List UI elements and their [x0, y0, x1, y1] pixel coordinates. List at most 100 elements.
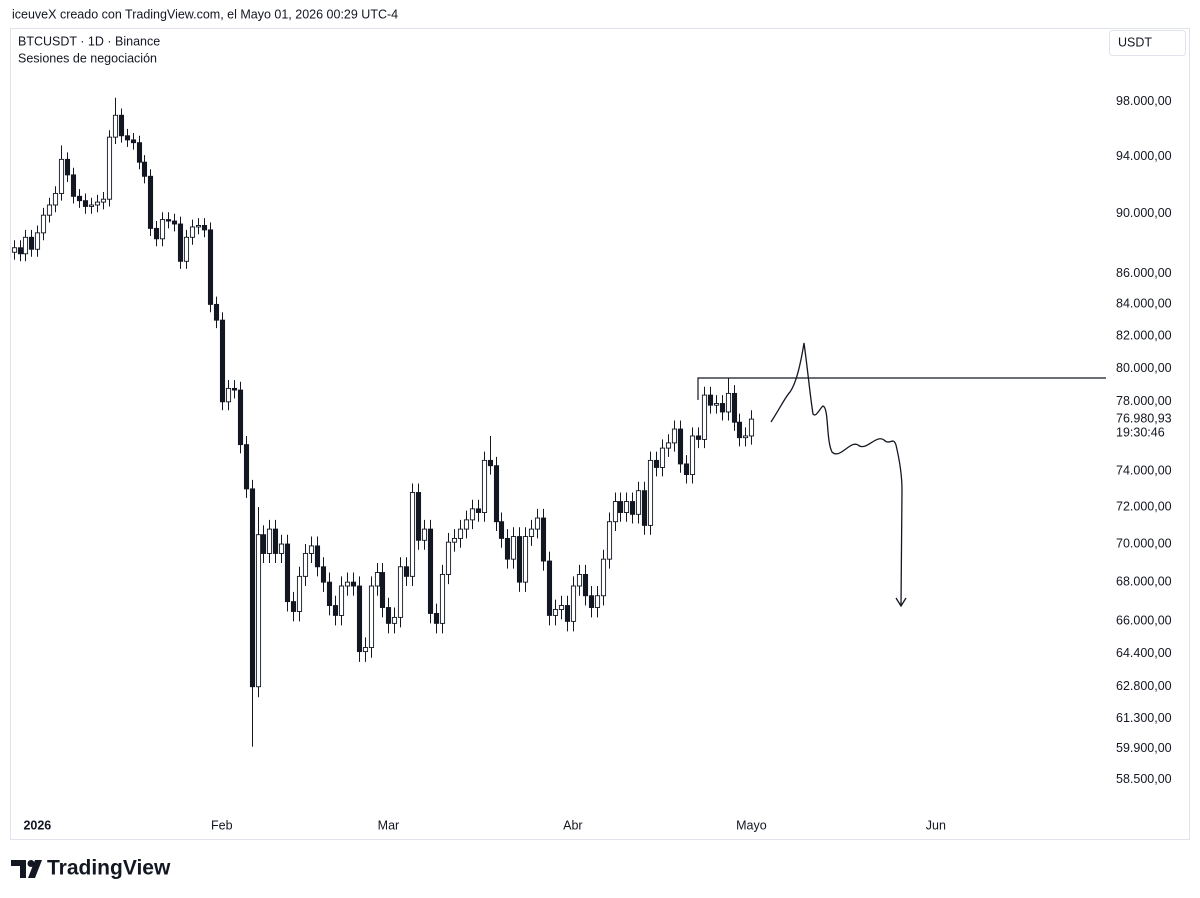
- candle-body: [362, 647, 369, 653]
- y-tick-label: 78.000,00: [1116, 394, 1172, 408]
- candle-body: [58, 158, 65, 194]
- candle-body: [701, 394, 708, 440]
- candle-body: [600, 558, 607, 597]
- candle-body: [516, 536, 523, 583]
- candle-body: [594, 595, 601, 608]
- candle-body: [260, 534, 267, 554]
- candle-body: [713, 403, 720, 406]
- candle-body: [635, 490, 642, 515]
- candle-body: [308, 545, 315, 554]
- candle-body: [695, 435, 702, 440]
- candle-body: [266, 528, 273, 554]
- candle-body: [463, 519, 470, 530]
- candle-body: [255, 534, 262, 688]
- candle-body: [124, 135, 131, 141]
- candle-body: [421, 528, 428, 541]
- y-tick-label: 90.000,00: [1116, 206, 1172, 220]
- candle-body: [576, 573, 583, 587]
- candle-body: [469, 508, 476, 521]
- logo-mark: [11, 860, 26, 878]
- candle-body: [296, 575, 303, 612]
- candle-body: [742, 435, 749, 439]
- candle-body: [243, 444, 250, 490]
- candle-body: [171, 220, 178, 225]
- candle-body: [141, 161, 148, 177]
- y-tick-label: 80.000,00: [1116, 361, 1172, 375]
- candle-body: [427, 528, 434, 614]
- candle-body: [487, 459, 494, 467]
- y-tick-label: 82.000,00: [1116, 328, 1172, 342]
- candle-body: [665, 442, 672, 449]
- candle-body: [481, 459, 488, 513]
- y-tick-label: 61.300,00: [1116, 711, 1172, 725]
- candle-body: [356, 585, 363, 653]
- candle-body: [46, 204, 53, 216]
- drawn-level: [697, 377, 1106, 400]
- candle-body: [510, 536, 517, 560]
- candle-body: [118, 114, 125, 137]
- x-tick-label: Feb: [211, 818, 233, 832]
- candle-body: [272, 528, 279, 554]
- candle-body: [332, 605, 339, 616]
- y-tick-label: 64.400,00: [1116, 646, 1172, 660]
- candle-body: [153, 227, 160, 240]
- candle-body: [385, 607, 392, 624]
- candle-body: [344, 581, 351, 587]
- candle-body: [237, 389, 244, 446]
- currency[interactable]: USDT: [1118, 35, 1152, 49]
- x-tick-label: Abr: [563, 818, 582, 832]
- candle-body: [94, 201, 101, 206]
- candle-body: [213, 303, 220, 321]
- candle-body: [100, 198, 107, 203]
- candle-body: [374, 572, 381, 587]
- y-tick-label: 86.000,00: [1116, 266, 1172, 280]
- candle-body: [528, 528, 535, 538]
- y-tick-label: 84.000,00: [1116, 297, 1172, 311]
- candle-body: [522, 536, 529, 583]
- logo-mark: [28, 860, 42, 878]
- candle-body: [748, 418, 755, 437]
- candle-body: [34, 232, 41, 250]
- candle-body: [606, 521, 613, 560]
- candle-body: [219, 319, 226, 403]
- candle-body: [207, 229, 214, 305]
- candle-body: [564, 605, 571, 622]
- y-tick-label: 58.500,00: [1116, 772, 1172, 786]
- candle-body: [677, 428, 684, 465]
- candle-body: [391, 616, 398, 624]
- candle-body: [498, 521, 505, 539]
- logo-text: TradingView: [47, 857, 171, 880]
- candle-body: [546, 560, 553, 616]
- candle-body: [534, 517, 541, 530]
- candle-body: [736, 421, 743, 439]
- candle-body: [403, 566, 410, 577]
- candle-body: [225, 387, 232, 403]
- candle-body: [433, 612, 440, 624]
- candle-body: [165, 219, 172, 222]
- candle-body: [570, 585, 577, 622]
- candle-body: [504, 537, 511, 560]
- candle-body: [683, 463, 690, 476]
- drawn-path: [770, 342, 907, 608]
- candle-body: [290, 601, 297, 612]
- candle-body: [88, 204, 95, 207]
- candle-body: [40, 214, 47, 234]
- candle-body: [731, 392, 738, 423]
- candle-body: [326, 581, 333, 606]
- candle-body: [231, 387, 238, 391]
- candle-body: [612, 501, 619, 523]
- chart-frame: [10, 28, 1190, 840]
- y-tick-label: 94.000,00: [1116, 149, 1172, 163]
- candle-body: [641, 490, 648, 526]
- chart-title: BTCUSDT · 1D · Binance: [18, 34, 160, 48]
- x-tick-label: Jun: [926, 818, 946, 832]
- candle-body: [112, 114, 119, 138]
- candle-body: [493, 465, 500, 523]
- candle-body: [623, 501, 630, 513]
- candle-body: [653, 459, 660, 468]
- y-tick-label: 66.000,00: [1116, 614, 1172, 628]
- candle-body: [136, 142, 143, 163]
- currency-box[interactable]: [1109, 30, 1186, 56]
- candle-body: [629, 501, 636, 515]
